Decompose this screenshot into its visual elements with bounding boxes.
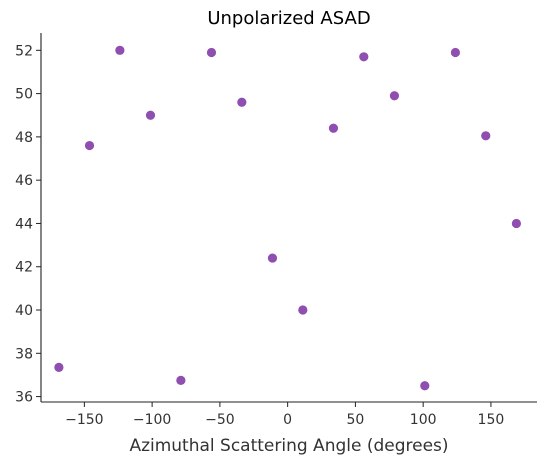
y-tick-label: 38 — [15, 346, 33, 362]
y-tick-label: 42 — [15, 260, 33, 276]
data-point — [511, 218, 522, 229]
y-ticks: 36 38 40 42 44 46 48 50 52 — [15, 43, 41, 406]
x-tick-label: −50 — [205, 412, 235, 428]
data-point — [84, 140, 95, 151]
x-tick-label: 50 — [346, 412, 364, 428]
data-point — [389, 91, 400, 101]
data-point — [54, 362, 64, 372]
y-tick-label: 40 — [15, 303, 33, 319]
y-tick-label: 46 — [15, 173, 33, 189]
y-tick-label: 36 — [15, 390, 33, 406]
data-point — [176, 375, 186, 385]
x-tick-label: 0 — [283, 412, 292, 428]
data-point — [206, 47, 217, 58]
x-ticks: −150 −100 −50 0 50 100 150 — [65, 402, 504, 428]
data-point — [328, 123, 339, 133]
y-tick-label: 48 — [15, 130, 33, 146]
y-tick-label: 52 — [15, 43, 33, 59]
data-point — [359, 52, 369, 62]
data-point — [481, 131, 491, 141]
x-tick-label: −100 — [133, 412, 171, 428]
data-point — [298, 305, 308, 315]
data-point — [420, 381, 430, 391]
data-point — [237, 97, 247, 107]
plot-area: −150 −100 −50 0 50 100 150 36 38 40 42 44 46 48 50 52 — [15, 33, 537, 428]
data-point — [115, 45, 125, 55]
x-tick-label: −150 — [65, 412, 103, 428]
x-tick-label: 100 — [410, 412, 437, 428]
data-point — [267, 253, 278, 263]
data-points — [54, 45, 522, 391]
data-point — [145, 110, 156, 120]
y-tick-label: 50 — [15, 87, 33, 103]
y-tick-label: 44 — [15, 216, 33, 232]
data-point — [450, 47, 461, 58]
x-axis-label: Azimuthal Scattering Angle (degrees) — [129, 436, 448, 456]
chart-title: Unpolarized ASAD — [207, 8, 370, 29]
x-tick-label: 150 — [478, 412, 505, 428]
